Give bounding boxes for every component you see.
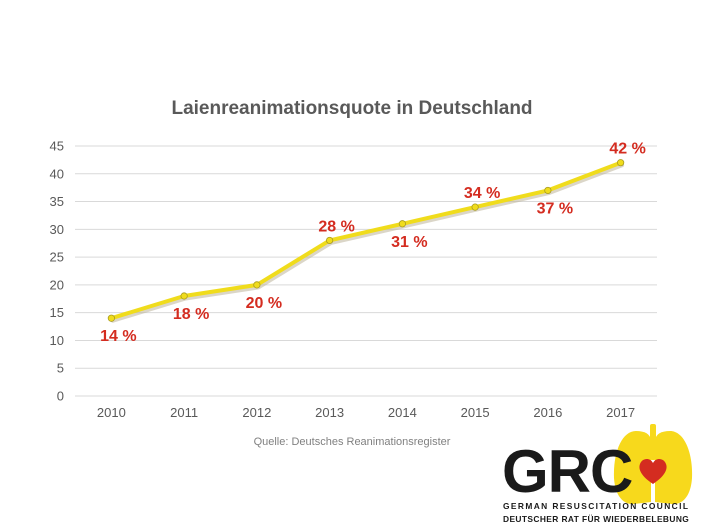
heart-icon xyxy=(639,458,667,484)
data-point xyxy=(398,220,406,228)
x-axis-ticks: 2010 2011 2012 2013 2014 2015 2016 2017 xyxy=(97,405,635,420)
y-tick-label: 25 xyxy=(50,250,64,265)
x-tick-label: 2013 xyxy=(315,405,344,420)
data-label: 34 % xyxy=(464,185,500,202)
y-tick-label: 15 xyxy=(50,305,64,320)
chart-title: Laienreanimationsquote in Deutschland xyxy=(171,98,532,119)
series-line xyxy=(109,160,623,321)
data-point xyxy=(107,314,115,322)
x-tick-label: 2017 xyxy=(606,405,635,420)
data-point xyxy=(326,236,334,245)
data-label: 14 % xyxy=(100,328,136,345)
x-tick-label: 2012 xyxy=(242,405,271,420)
y-tick-label: 35 xyxy=(50,194,64,209)
data-labels: 14 % 18 % 20 % 28 % 31 % 34 % 37 % 42 % xyxy=(100,141,646,346)
y-tick-label: 5 xyxy=(57,361,64,376)
y-tick-label: 10 xyxy=(50,333,64,348)
logo-wordmark: GRC xyxy=(502,438,632,505)
grc-logo: GRC GERMAN RESUSCITATION COUNCIL DEUTSCH… xyxy=(502,424,693,524)
y-tick-label: 20 xyxy=(50,277,64,292)
x-tick-label: 2015 xyxy=(461,405,490,420)
logo-line-german: DEUTSCHER RAT FÜR WIEDERBELEBUNG xyxy=(503,514,689,524)
y-tick-label: 40 xyxy=(50,166,64,181)
x-tick-label: 2014 xyxy=(388,405,417,420)
data-label: 42 % xyxy=(609,141,645,158)
data-label: 18 % xyxy=(173,306,209,323)
source-note: Quelle: Deutsches Reanimationsregister xyxy=(254,436,451,448)
gridlines xyxy=(75,145,657,397)
data-label: 37 % xyxy=(537,200,573,217)
y-tick-label: 0 xyxy=(57,389,64,404)
y-tick-label: 30 xyxy=(50,222,64,237)
data-point xyxy=(180,292,188,300)
data-point xyxy=(471,203,479,211)
data-point xyxy=(617,159,625,167)
y-axis-ticks: 0 5 10 15 20 25 30 35 40 45 xyxy=(50,139,64,404)
lungs-icon xyxy=(613,424,693,505)
x-tick-label: 2010 xyxy=(97,405,126,420)
x-tick-label: 2016 xyxy=(533,405,562,420)
data-points xyxy=(107,159,625,322)
x-tick-label: 2011 xyxy=(170,405,198,420)
series-line-group xyxy=(109,160,625,323)
series-line-shadow xyxy=(110,163,625,323)
data-label: 31 % xyxy=(391,234,427,251)
y-tick-label: 45 xyxy=(50,139,64,154)
logo-line-english: GERMAN RESUSCITATION COUNCIL xyxy=(503,501,689,511)
data-label: 28 % xyxy=(318,218,354,235)
data-point xyxy=(253,281,261,289)
data-point xyxy=(544,186,552,195)
data-label: 20 % xyxy=(246,295,282,312)
